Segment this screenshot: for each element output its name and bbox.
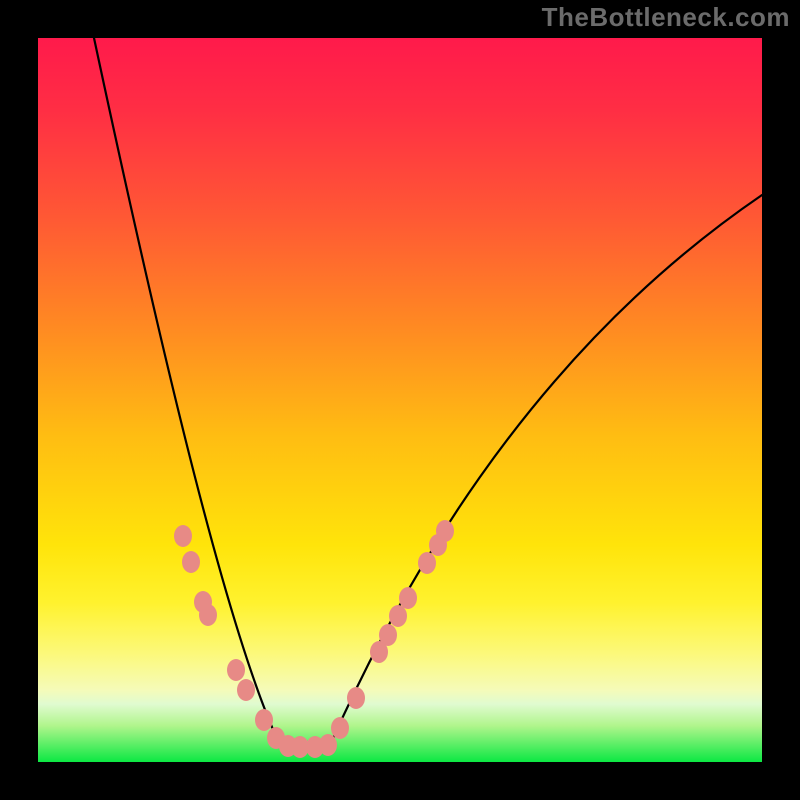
watermark-text: TheBottleneck.com — [542, 2, 790, 33]
marker-point — [436, 520, 454, 542]
marker-point — [331, 717, 349, 739]
plot-area — [38, 38, 762, 762]
marker-point — [418, 552, 436, 574]
marker-point — [399, 587, 417, 609]
marker-point — [255, 709, 273, 731]
chart-container: TheBottleneck.com — [0, 0, 800, 800]
marker-point — [379, 624, 397, 646]
marker-point — [347, 687, 365, 709]
marker-point — [389, 605, 407, 627]
marker-point — [174, 525, 192, 547]
marker-point — [182, 551, 200, 573]
marker-point — [199, 604, 217, 626]
marker-point — [319, 734, 337, 756]
bottleneck-chart — [0, 0, 800, 800]
marker-point — [237, 679, 255, 701]
marker-point — [227, 659, 245, 681]
